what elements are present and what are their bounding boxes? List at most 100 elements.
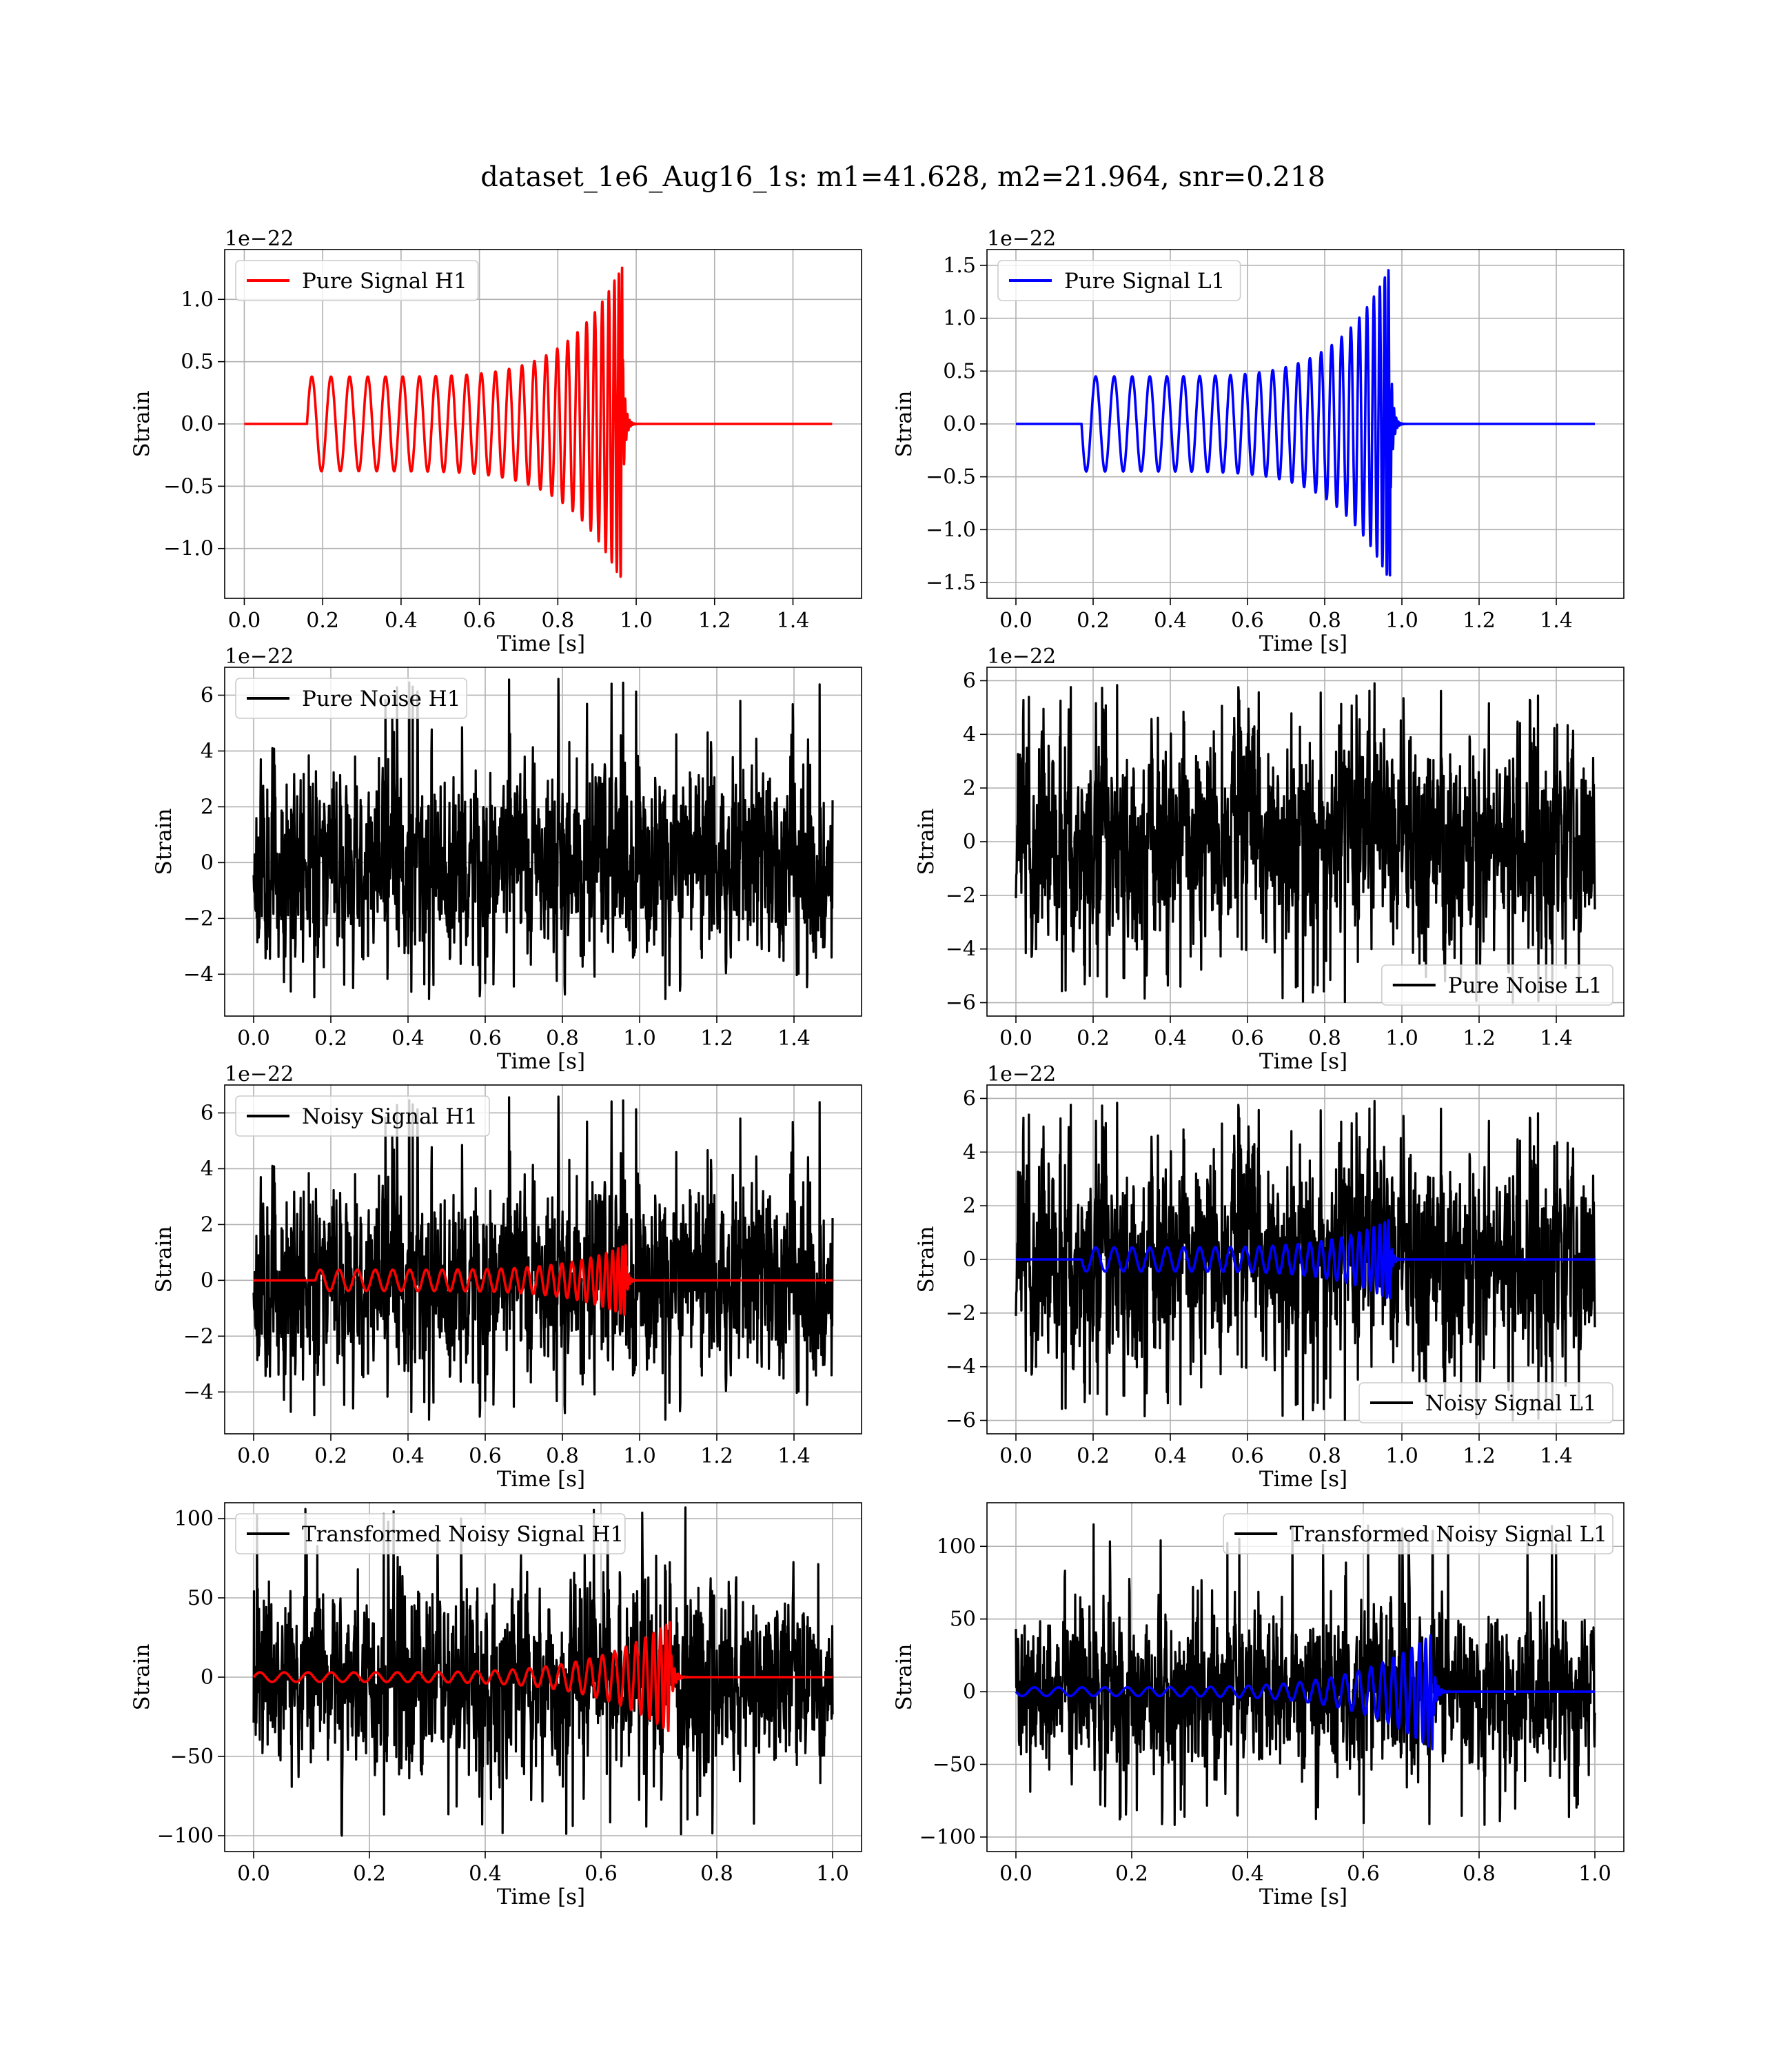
x-tick-label: 0.2 [314, 1026, 347, 1051]
legend-box [1358, 1382, 1613, 1423]
y-tick-label: 0 [201, 851, 214, 875]
plot-area [1015, 1099, 1596, 1422]
x-tick-label: 0.0 [237, 1862, 270, 1886]
y-tick-label: 0 [201, 1665, 214, 1690]
y-tick-label: 6 [963, 669, 976, 693]
x-tick-label: 1.4 [1540, 1026, 1573, 1051]
series-pure-signal-l1 [1016, 269, 1596, 577]
y-axis-label: Strain [152, 809, 176, 875]
subplot-pure-signal-l1: 0.0 0.2 0.4 0.6 0.8 1.0 1.2 1.4 −1.5 −1.0 −0.5 0.0 0… [892, 227, 1625, 656]
y-tick-label: 1.0 [181, 287, 214, 312]
y-tick-label: 2 [963, 1194, 976, 1218]
offset-text: 1e−22 [225, 227, 294, 251]
offset-text: 1e−22 [987, 1062, 1056, 1086]
legend: Transformed Noisy Signal H1 [235, 1513, 626, 1554]
plot-area [1015, 1523, 1596, 1826]
x-tick-label: 1.0 [1385, 1026, 1418, 1051]
x-tick-label: 0.2 [306, 609, 339, 633]
y-axis-label: Strain [892, 391, 917, 458]
subplot-transformed-noisy-signal-l1: 0.0 0.2 0.4 0.6 0.8 1.0 −100 −50 0 50 100 Time [s] S… [892, 1502, 1625, 1909]
y-tick-label: −4 [183, 1380, 214, 1404]
x-tick-label: 0.2 [353, 1862, 386, 1886]
x-tick-label: 0.8 [700, 1862, 733, 1886]
x-tick-label: 1.0 [620, 609, 653, 633]
x-axis-label: Time [s] [1259, 1885, 1347, 1909]
axes-frame [224, 667, 862, 1017]
figure-title: dataset_1e6_Aug16_1s: m1=41.628, m2=21.9… [480, 161, 1325, 193]
y-tick-label: −4 [183, 962, 214, 986]
y-tick-label: −4 [946, 1355, 976, 1379]
y-tick-label: 50 [187, 1586, 214, 1610]
x-tick-label: 0.6 [1231, 609, 1264, 633]
y-tick-label: −100 [919, 1825, 976, 1849]
x-tick-label: 0.8 [1308, 609, 1341, 633]
x-axis-label: Time [s] [497, 1049, 585, 1074]
x-axis-label: Time [s] [1259, 1467, 1347, 1492]
x-tick-label: 1.4 [1540, 609, 1573, 633]
x-tick-label: 1.4 [777, 1444, 811, 1468]
y-tick-label: 100 [174, 1507, 214, 1531]
legend-box [235, 678, 468, 719]
y-tick-label: −2 [946, 884, 976, 908]
x-tick-label: 0.6 [469, 1026, 502, 1051]
x-tick-label: 0.0 [999, 1444, 1032, 1468]
y-axis-label: Strain [130, 1644, 154, 1711]
y-tick-label: 100 [937, 1534, 976, 1559]
y-tick-label: 6 [201, 683, 214, 707]
legend-box [1223, 1513, 1613, 1554]
axes-frame [986, 1502, 1625, 1852]
offset-text: 1e−22 [987, 645, 1056, 669]
series-l1_signal-overlay [1015, 1634, 1596, 1751]
x-tick-label: 0.2 [1077, 609, 1110, 633]
x-tick-label: 0.2 [1077, 1444, 1110, 1468]
x-tick-label: 0.0 [237, 1444, 270, 1468]
x-tick-label: 0.0 [228, 609, 261, 633]
x-tick-label: 0.6 [1231, 1444, 1264, 1468]
offset-text: 1e−22 [987, 227, 1056, 251]
legend: Noisy Signal L1 [1358, 1382, 1613, 1423]
x-tick-label: 1.0 [1578, 1862, 1611, 1886]
y-tick-label: −1.5 [926, 571, 976, 595]
x-tick-label: 0.6 [1231, 1026, 1264, 1051]
x-tick-label: 0.4 [391, 1026, 425, 1051]
x-tick-label: 1.2 [700, 1026, 733, 1051]
y-tick-label: 50 [950, 1608, 976, 1632]
x-axis-label: Time [s] [497, 1885, 585, 1909]
x-tick-label: 0.2 [314, 1444, 347, 1468]
x-tick-label: 0.6 [584, 1862, 618, 1886]
y-tick-label: −50 [170, 1745, 214, 1769]
y-tick-label: 4 [201, 739, 214, 763]
subplot-noisy-signal-l1: 0.0 0.2 0.4 0.6 0.8 1.0 1.2 1.4 −6 −4 −2 0 2 4 6 Time [… [914, 1062, 1625, 1492]
y-tick-label: 4 [963, 1140, 976, 1164]
legend-label: Transformed Noisy Signal L1 [1290, 1522, 1607, 1547]
x-tick-label: 0.2 [1115, 1862, 1148, 1886]
x-tick-label: 0.0 [999, 1862, 1032, 1886]
series-noisy-signal-h1 [252, 1095, 834, 1421]
x-axis-label: Time [s] [1259, 1049, 1347, 1074]
subplot-noisy-signal-h1: 0.0 0.2 0.4 0.6 0.8 1.0 1.2 1.4 −4 −2 0 2 4 6 Time [s]… [152, 1062, 862, 1492]
y-tick-label: −6 [946, 1409, 976, 1433]
y-tick-label: −2 [183, 1324, 214, 1348]
legend-label: Pure Noise H1 [302, 687, 460, 711]
x-tick-label: 0.0 [237, 1026, 270, 1051]
y-tick-label: 4 [963, 722, 976, 747]
legend-box [997, 260, 1241, 301]
legend-box [235, 1513, 626, 1554]
legend-label: Pure Noise L1 [1448, 973, 1602, 998]
x-tick-label: 0.6 [1347, 1862, 1380, 1886]
legend: Pure Noise H1 [235, 678, 468, 719]
legend: Pure Noise L1 [1381, 964, 1613, 1006]
x-tick-label: 0.8 [546, 1026, 579, 1051]
x-tick-label: 1.2 [700, 1444, 733, 1468]
y-tick-label: 2 [201, 795, 214, 819]
series-h1_signal-overlay [254, 1244, 834, 1316]
plot-area [252, 1506, 834, 1837]
offset-text: 1e−22 [225, 645, 294, 669]
x-tick-label: 1.2 [698, 609, 731, 633]
y-axis-label: Strain [152, 1226, 176, 1293]
y-tick-label: 6 [201, 1101, 214, 1125]
plot-area [1016, 269, 1596, 577]
legend: Transformed Noisy Signal L1 [1223, 1513, 1613, 1554]
y-tick-label: −100 [157, 1824, 214, 1848]
y-tick-label: 0 [963, 1248, 976, 1272]
